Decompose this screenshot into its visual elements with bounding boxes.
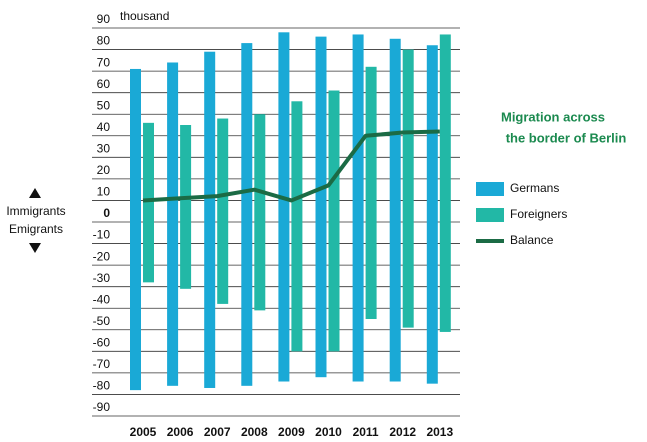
legend-swatch [476,208,504,222]
x-tick-label: 2010 [315,425,342,439]
bar [365,222,377,319]
bar [426,222,438,384]
legend-label: Germans [510,181,559,195]
bar [439,34,451,222]
bar [241,222,253,386]
legend-swatch [476,182,504,196]
bar [389,222,401,382]
bar [365,66,377,222]
bar [291,101,303,222]
up-label: Immigrants [6,204,65,218]
bar [204,222,216,388]
bar [254,222,266,311]
bar [180,125,192,222]
bar [352,34,364,222]
x-tick-label: 2012 [389,425,416,439]
bar [389,38,401,223]
bar [278,222,290,382]
bar [130,68,141,222]
bar [130,222,141,391]
bar [217,118,229,222]
bar [328,222,340,352]
y-tick-label: -30 [93,271,111,285]
bar [167,62,179,222]
unit-label: thousand [120,9,169,23]
y-tick-label: -90 [93,400,111,414]
x-tick-label: 2011 [353,425,379,439]
y-tick-label: 20 [97,163,111,177]
bar [278,32,290,222]
x-tick-label: 2007 [204,425,231,439]
x-tick-label: 2006 [167,425,194,439]
y-tick-label: -10 [93,228,111,242]
y-tick-label: 0 [103,206,110,220]
balance-line [142,129,440,203]
y-tick-label: 80 [97,34,111,48]
y-tick-label: 10 [97,185,111,199]
x-tick-label: 2009 [278,425,305,439]
down-label: Emigrants [9,222,63,236]
y-tick-label: 60 [97,77,111,91]
bar [439,222,451,332]
y-tick-label: 30 [97,142,111,156]
bar [204,51,216,222]
y-tick-label: -20 [93,249,111,263]
y-tick-label: 40 [97,120,111,134]
y-tick-label: -40 [93,292,111,306]
y-tick-label: 50 [97,98,111,112]
x-tick-label: 2013 [426,425,453,439]
y-tick-label: 90 [97,12,111,26]
legend-label: Balance [510,233,554,247]
bar [315,222,327,378]
bar [167,222,179,386]
bar [217,222,229,304]
y-tick-label: 70 [97,55,111,69]
x-tick-label: 2008 [241,425,268,439]
bar [328,90,340,222]
y-tick-label: -80 [93,379,111,393]
up-arrow [29,188,41,198]
bar [180,222,192,289]
x-tick-label: 2005 [130,425,157,439]
bar [241,43,253,222]
down-arrow [29,243,41,253]
chart-title: the border of Berlin [506,130,627,145]
bar [254,114,266,222]
bar [143,222,154,283]
bar [315,36,327,222]
y-tick-label: -60 [93,336,111,350]
bar [352,222,364,382]
y-tick-label: -50 [93,314,111,328]
legend-label: Foreigners [510,207,567,221]
bar [402,222,414,328]
bar [402,49,414,222]
bar [291,222,303,352]
bar [143,122,154,222]
y-tick-label: -70 [93,357,111,371]
chart-title: Migration across [501,109,605,124]
